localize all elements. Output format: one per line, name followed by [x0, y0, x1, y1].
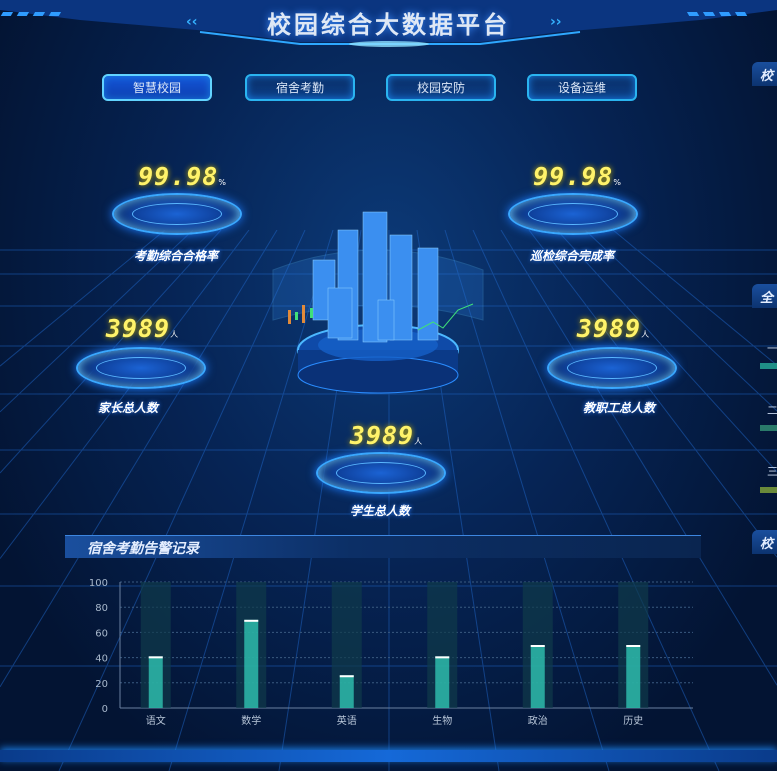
stat-attendance-pass-rate: 99.98%: [102, 162, 262, 191]
right-panel-header: 校: [752, 530, 777, 554]
x-tick-label: 语文: [146, 714, 166, 727]
stat-parents-total: 3989人: [62, 314, 222, 343]
bar-cap: [148, 656, 163, 659]
rank-bar: [760, 363, 777, 369]
stat-platform: [508, 193, 638, 235]
header-frame: [0, 0, 777, 47]
x-tick-label: 英语: [337, 714, 357, 727]
grid-line: [58, 230, 306, 771]
stat-unit: 人: [641, 330, 650, 339]
y-tick-label: 60: [95, 628, 108, 639]
stat-unit: 人: [414, 437, 423, 446]
stat-platform: [112, 193, 242, 235]
chevron-left-icon: ‹‹: [186, 14, 198, 30]
rank-bar: [760, 425, 777, 431]
bar-cap: [244, 619, 259, 622]
stat-value: 3989: [576, 314, 642, 343]
bar-cap: [339, 675, 354, 678]
bar-cap: [626, 645, 641, 647]
bar: [244, 619, 259, 708]
grid-line: [612, 230, 777, 366]
grid-line: [528, 230, 777, 558]
rank-label: 三: [767, 465, 777, 478]
grid-line: [0, 230, 278, 688]
grid-line: [556, 230, 777, 473]
tab-equipment-maintenance[interactable]: 设备运维: [527, 74, 637, 101]
bar: [435, 656, 450, 708]
stat-value: 3989: [349, 421, 415, 450]
stat-platform: [76, 347, 206, 389]
y-tick-label: 80: [95, 603, 108, 614]
stat-unit: 人: [170, 330, 179, 339]
bar: [148, 656, 163, 708]
x-tick-label: 数学: [241, 714, 261, 727]
stat-patrol-completion-rate: 99.98%: [497, 162, 657, 191]
stat-value: 99.98: [533, 162, 614, 191]
stat-label: 巡检综合完成率: [529, 249, 614, 263]
right-panel-header: 校: [752, 62, 777, 86]
grid-line: [472, 230, 720, 771]
y-tick-label: 100: [89, 578, 108, 589]
tab-campus-security[interactable]: 校园安防: [386, 74, 496, 101]
rank-label: 二: [767, 404, 777, 417]
stat-students-total: 3989人: [306, 421, 466, 450]
grid-line: [500, 230, 777, 686]
bar: [530, 645, 545, 708]
bar: [339, 675, 354, 708]
city-data-illustration: [272, 211, 484, 394]
grid-line: [584, 230, 777, 412]
right-panel-header: 全: [752, 284, 777, 308]
x-tick-label: 生物: [432, 714, 452, 727]
y-tick-label: 40: [95, 654, 108, 665]
rank-bar: [760, 487, 777, 493]
stat-value: 3989: [105, 314, 171, 343]
y-tick-label: 0: [102, 704, 108, 715]
bar-cap: [530, 645, 545, 647]
grid-line: [0, 230, 194, 413]
x-tick-label: 政治: [528, 714, 548, 727]
stat-label: 家长总人数: [97, 401, 158, 415]
bar-cap: [435, 656, 450, 659]
tab-dorm-attendance[interactable]: 宿舍考勤: [245, 74, 355, 101]
chevron-right-icon: ››: [550, 14, 562, 30]
grid-line: [444, 230, 610, 771]
tab-smart-campus[interactable]: 智慧校园: [102, 74, 212, 101]
stat-value: 99.98: [138, 162, 219, 191]
stat-label: 考勤综合合格率: [133, 249, 218, 263]
chart-panel-header: 宿舍考勤告警记录: [65, 535, 701, 558]
bar-chart: 0 20 40 60 80 100 语文 数学 英语 生物 政治 历史: [89, 578, 693, 727]
page-title: 校园综合大数据平台: [267, 11, 510, 39]
grid-line: [168, 230, 334, 771]
stat-label: 学生总人数: [349, 504, 410, 518]
x-tick-label: 历史: [623, 715, 643, 727]
grid-line: [0, 230, 250, 559]
stat-unit: %: [218, 178, 226, 187]
stat-staff-total: 3989人: [533, 314, 693, 343]
y-tick-label: 20: [95, 679, 108, 690]
stat-label: 教职工总人数: [582, 401, 655, 415]
chart-panel-title: 宿舍考勤告警记录: [87, 541, 199, 557]
stat-platform: [316, 452, 446, 494]
grid-line: [0, 230, 166, 367]
bottom-bar: [0, 750, 777, 762]
header: 校园综合大数据平台 ‹‹ ››: [0, 0, 777, 55]
rank-label: 一: [767, 342, 777, 355]
bar: [626, 645, 641, 708]
stat-platform: [547, 347, 677, 389]
stat-unit: %: [613, 178, 621, 187]
